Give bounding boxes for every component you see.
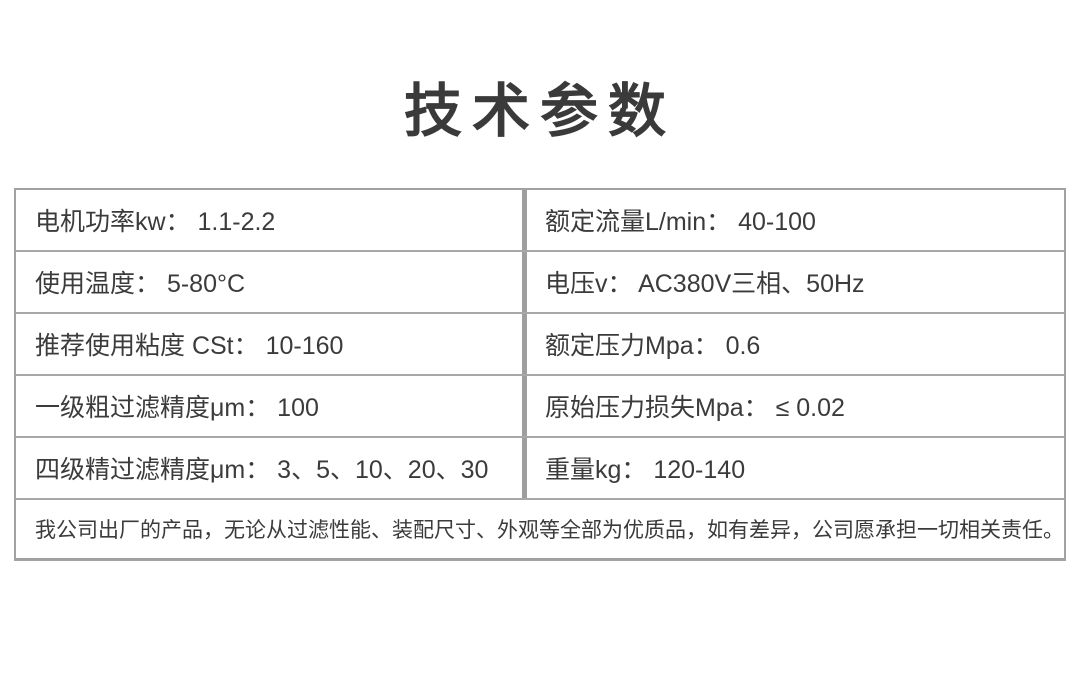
- spec-cell-rated-flow: 额定流量L/min： 40-100: [545, 207, 816, 236]
- spec-cell-pressure-loss: 原始压力损失Mpa： ≤ 0.02: [545, 393, 845, 422]
- spec-table: 电机功率kw： 1.1-2.2 额定流量L/min： 40-100 使用温度： …: [14, 187, 1066, 561]
- spec-cell-coarse-filtration: 一级粗过滤精度μm： 100: [16, 375, 527, 436]
- spec-cell-weight: 重量kg： 120-140: [545, 455, 746, 484]
- spec-cell-rated-pressure: 额定压力Mpa： 0.6: [545, 331, 761, 360]
- spec-cell-viscosity: 推荐使用粘度 CSt： 10-160: [16, 313, 527, 374]
- spec-row: 电机功率kw： 1.1-2.2 额定流量L/min： 40-100: [16, 189, 1064, 252]
- spec-row: 四级精过滤精度μm： 3、5、10、20、30 重量kg： 120-140: [16, 437, 1064, 500]
- page-title: 技术参数: [403, 79, 676, 144]
- spec-cell-motor-power: 电机功率kw： 1.1-2.2: [16, 189, 527, 250]
- spec-sheet: 技术参数 电机功率kw： 1.1-2.2 额定流量L/min： 40-100 使…: [0, 80, 1080, 561]
- spec-cell-voltage: 电压v： AC380V三相、50Hz: [545, 269, 865, 298]
- spec-row: 一级粗过滤精度μm： 100 原始压力损失Mpa： ≤ 0.02: [16, 375, 1064, 438]
- quality-guarantee-note: 我公司出厂的产品，无论从过滤性能、装配尺寸、外观等全部为优质品，如有差异，公司愿…: [35, 518, 1064, 542]
- spec-row: 推荐使用粘度 CSt： 10-160 额定压力Mpa： 0.6: [16, 313, 1064, 376]
- spec-cell-operating-temp: 使用温度： 5-80°C: [16, 251, 527, 312]
- spec-cell-fine-filtration: 四级精过滤精度μm： 3、5、10、20、30: [16, 437, 527, 498]
- spec-row: 使用温度： 5-80°C 电压v： AC380V三相、50Hz: [16, 251, 1064, 314]
